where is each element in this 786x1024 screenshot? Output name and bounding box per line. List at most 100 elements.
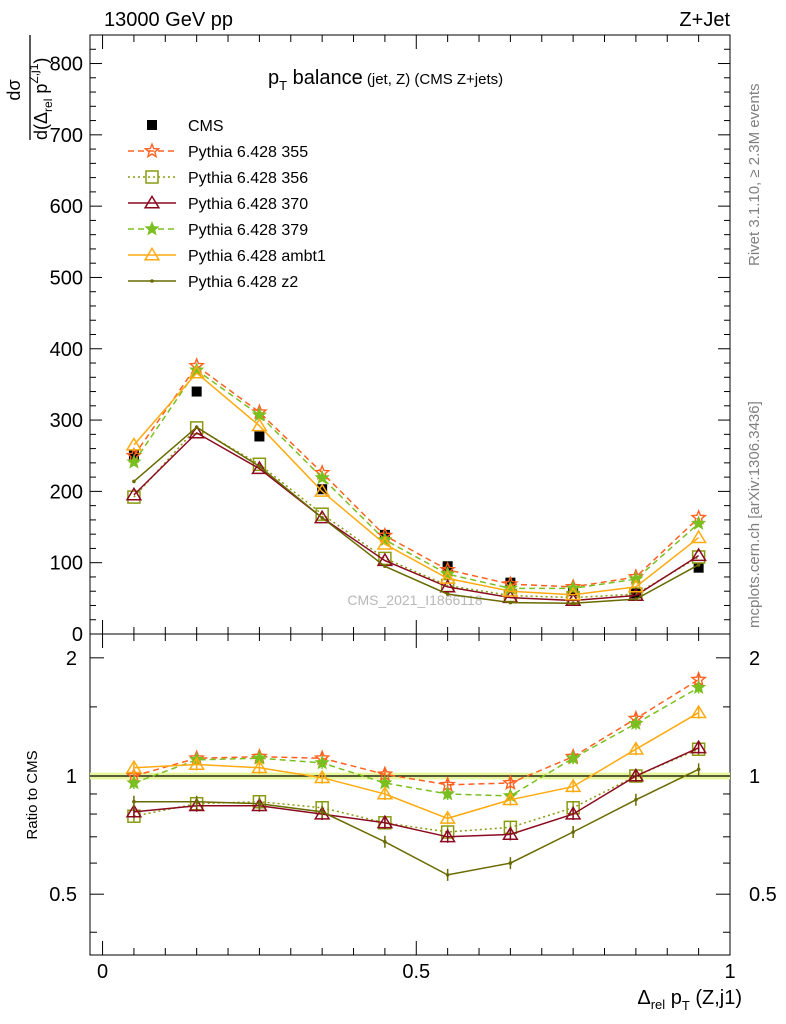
legend-label: Pythia 6.428 379 xyxy=(188,222,308,239)
main-y-tick-label: 0 xyxy=(72,624,83,646)
ratio-data-point xyxy=(125,759,143,774)
series-pythia-6-428-356 xyxy=(127,421,706,605)
legend-label: Pythia 6.428 370 xyxy=(188,196,308,213)
ratio-data-point xyxy=(564,806,582,820)
data-point xyxy=(502,583,519,597)
ratio-data-point xyxy=(132,799,136,804)
ratio-data-point xyxy=(439,828,456,843)
data-point xyxy=(252,457,267,472)
mcplots-label: mcplots.cern.ch [arXiv:1306.3436] xyxy=(746,401,763,628)
series-pythia-6-428-z2 xyxy=(132,425,701,606)
data-point xyxy=(691,550,706,564)
ratio-series-line xyxy=(133,686,699,797)
data-point xyxy=(690,547,707,562)
ratio-data-point xyxy=(376,785,394,800)
legend-label: Pythia 6.428 z2 xyxy=(188,274,298,291)
ratio-series-line xyxy=(133,712,699,820)
data-point xyxy=(317,484,328,495)
legend-marker xyxy=(143,194,161,209)
legend-marker xyxy=(145,170,159,184)
data-point xyxy=(440,566,456,581)
main-plot-frame xyxy=(89,34,731,635)
data-point xyxy=(696,563,701,567)
ratio-data-point xyxy=(690,704,707,719)
data-point xyxy=(251,460,268,475)
ratio-y-tick-label: 0.5 xyxy=(49,884,77,906)
data-point xyxy=(254,431,265,442)
ratio-data-point xyxy=(564,778,582,793)
data-point xyxy=(376,536,394,550)
main-y-axis-label: dσd(Δrel pZ,j1) xyxy=(4,35,55,140)
data-point xyxy=(188,364,205,379)
data-point xyxy=(439,578,456,593)
legend-item: Pythia 6.428 355 xyxy=(128,142,308,161)
ratio-plot-frame xyxy=(89,633,731,956)
rivet-version-label: Rivet 3.1.10, ≥ 2.3M events xyxy=(746,83,763,267)
data-point xyxy=(378,551,392,566)
main-y-tick-label: 100 xyxy=(50,553,83,575)
ratio-series-pythia-6-428-ambt1 xyxy=(125,704,707,825)
ratio-y-axis: 0.5 0.5 1 1 2 2 xyxy=(49,648,777,933)
ratio-data-point xyxy=(126,774,142,790)
data-point xyxy=(571,601,575,606)
series-cms xyxy=(128,386,704,599)
ratio-data-point xyxy=(376,814,394,829)
ratio-data-point xyxy=(634,797,638,802)
series-pythia-6-428-ambt1 xyxy=(125,364,707,601)
ratio-y-tick-label-right: 2 xyxy=(749,648,760,670)
ratio-data-point xyxy=(628,715,644,731)
ratio-data-point xyxy=(251,759,268,774)
x-axis: 0 0.5 1 xyxy=(97,35,736,983)
analysis-watermark: CMS_2021_I1866118 xyxy=(347,592,482,608)
x-axis-label: Δrel pT (Z,j1) xyxy=(637,987,742,1013)
data-point xyxy=(627,578,645,593)
data-point xyxy=(508,600,513,605)
series-line xyxy=(133,426,699,599)
process-label: Z+Jet xyxy=(679,9,730,31)
ratio-y-axis-label: Ratio to CMS xyxy=(24,750,41,839)
ratio-data-point xyxy=(571,830,575,834)
data-point xyxy=(383,564,387,569)
data-point xyxy=(194,425,199,430)
ratio-data-point xyxy=(508,861,513,865)
main-y-tick-label: 800 xyxy=(50,54,83,76)
legend: CMS Pythia 6.428 355 Pythia 6.428 356 Pythi… xyxy=(128,118,326,291)
ratio-data-point xyxy=(188,756,205,771)
ratio-series-line xyxy=(133,768,699,876)
legend-marker xyxy=(143,246,161,261)
legend-item: Pythia 6.428 ambt1 xyxy=(128,246,326,265)
ratio-data-point xyxy=(565,750,581,765)
ratio-data-point xyxy=(314,754,330,770)
main-y-axis: 0 100 200 300 400 500 600 700 800 xyxy=(50,48,730,646)
main-y-tick-label: 500 xyxy=(50,267,83,289)
data-point xyxy=(564,586,582,601)
legend-marker xyxy=(143,142,161,159)
ratio-data-point xyxy=(691,679,707,695)
legend-marker xyxy=(150,279,154,283)
data-point xyxy=(320,515,324,520)
ratio-data-point xyxy=(188,797,205,812)
data-point xyxy=(251,417,268,432)
ratio-series-pythia-6-428-z2 xyxy=(132,763,701,881)
ratio-data-point xyxy=(383,839,387,844)
ratio-series-line xyxy=(133,678,699,786)
data-point xyxy=(439,570,456,584)
data-point xyxy=(691,515,707,530)
data-point xyxy=(315,507,329,521)
y-label-numerator: dσ xyxy=(4,79,24,100)
y-label-denominator: d(Δrel pZ,j1) xyxy=(27,58,55,140)
ratio-data-point xyxy=(125,803,143,818)
data-point xyxy=(376,552,394,567)
ratio-data-point xyxy=(194,799,199,804)
ratio-data-point xyxy=(439,810,456,824)
x-tick-label: 1 xyxy=(724,961,735,983)
x-tick-label: 0 xyxy=(97,961,108,983)
ratio-data-point xyxy=(257,801,262,806)
ratio-data-point xyxy=(696,767,701,772)
data-point xyxy=(313,509,331,524)
ratio-data-point xyxy=(320,810,324,814)
data-point xyxy=(125,436,143,451)
ratio-data-point xyxy=(502,791,519,806)
legend-label: Pythia 6.428 355 xyxy=(188,144,308,161)
